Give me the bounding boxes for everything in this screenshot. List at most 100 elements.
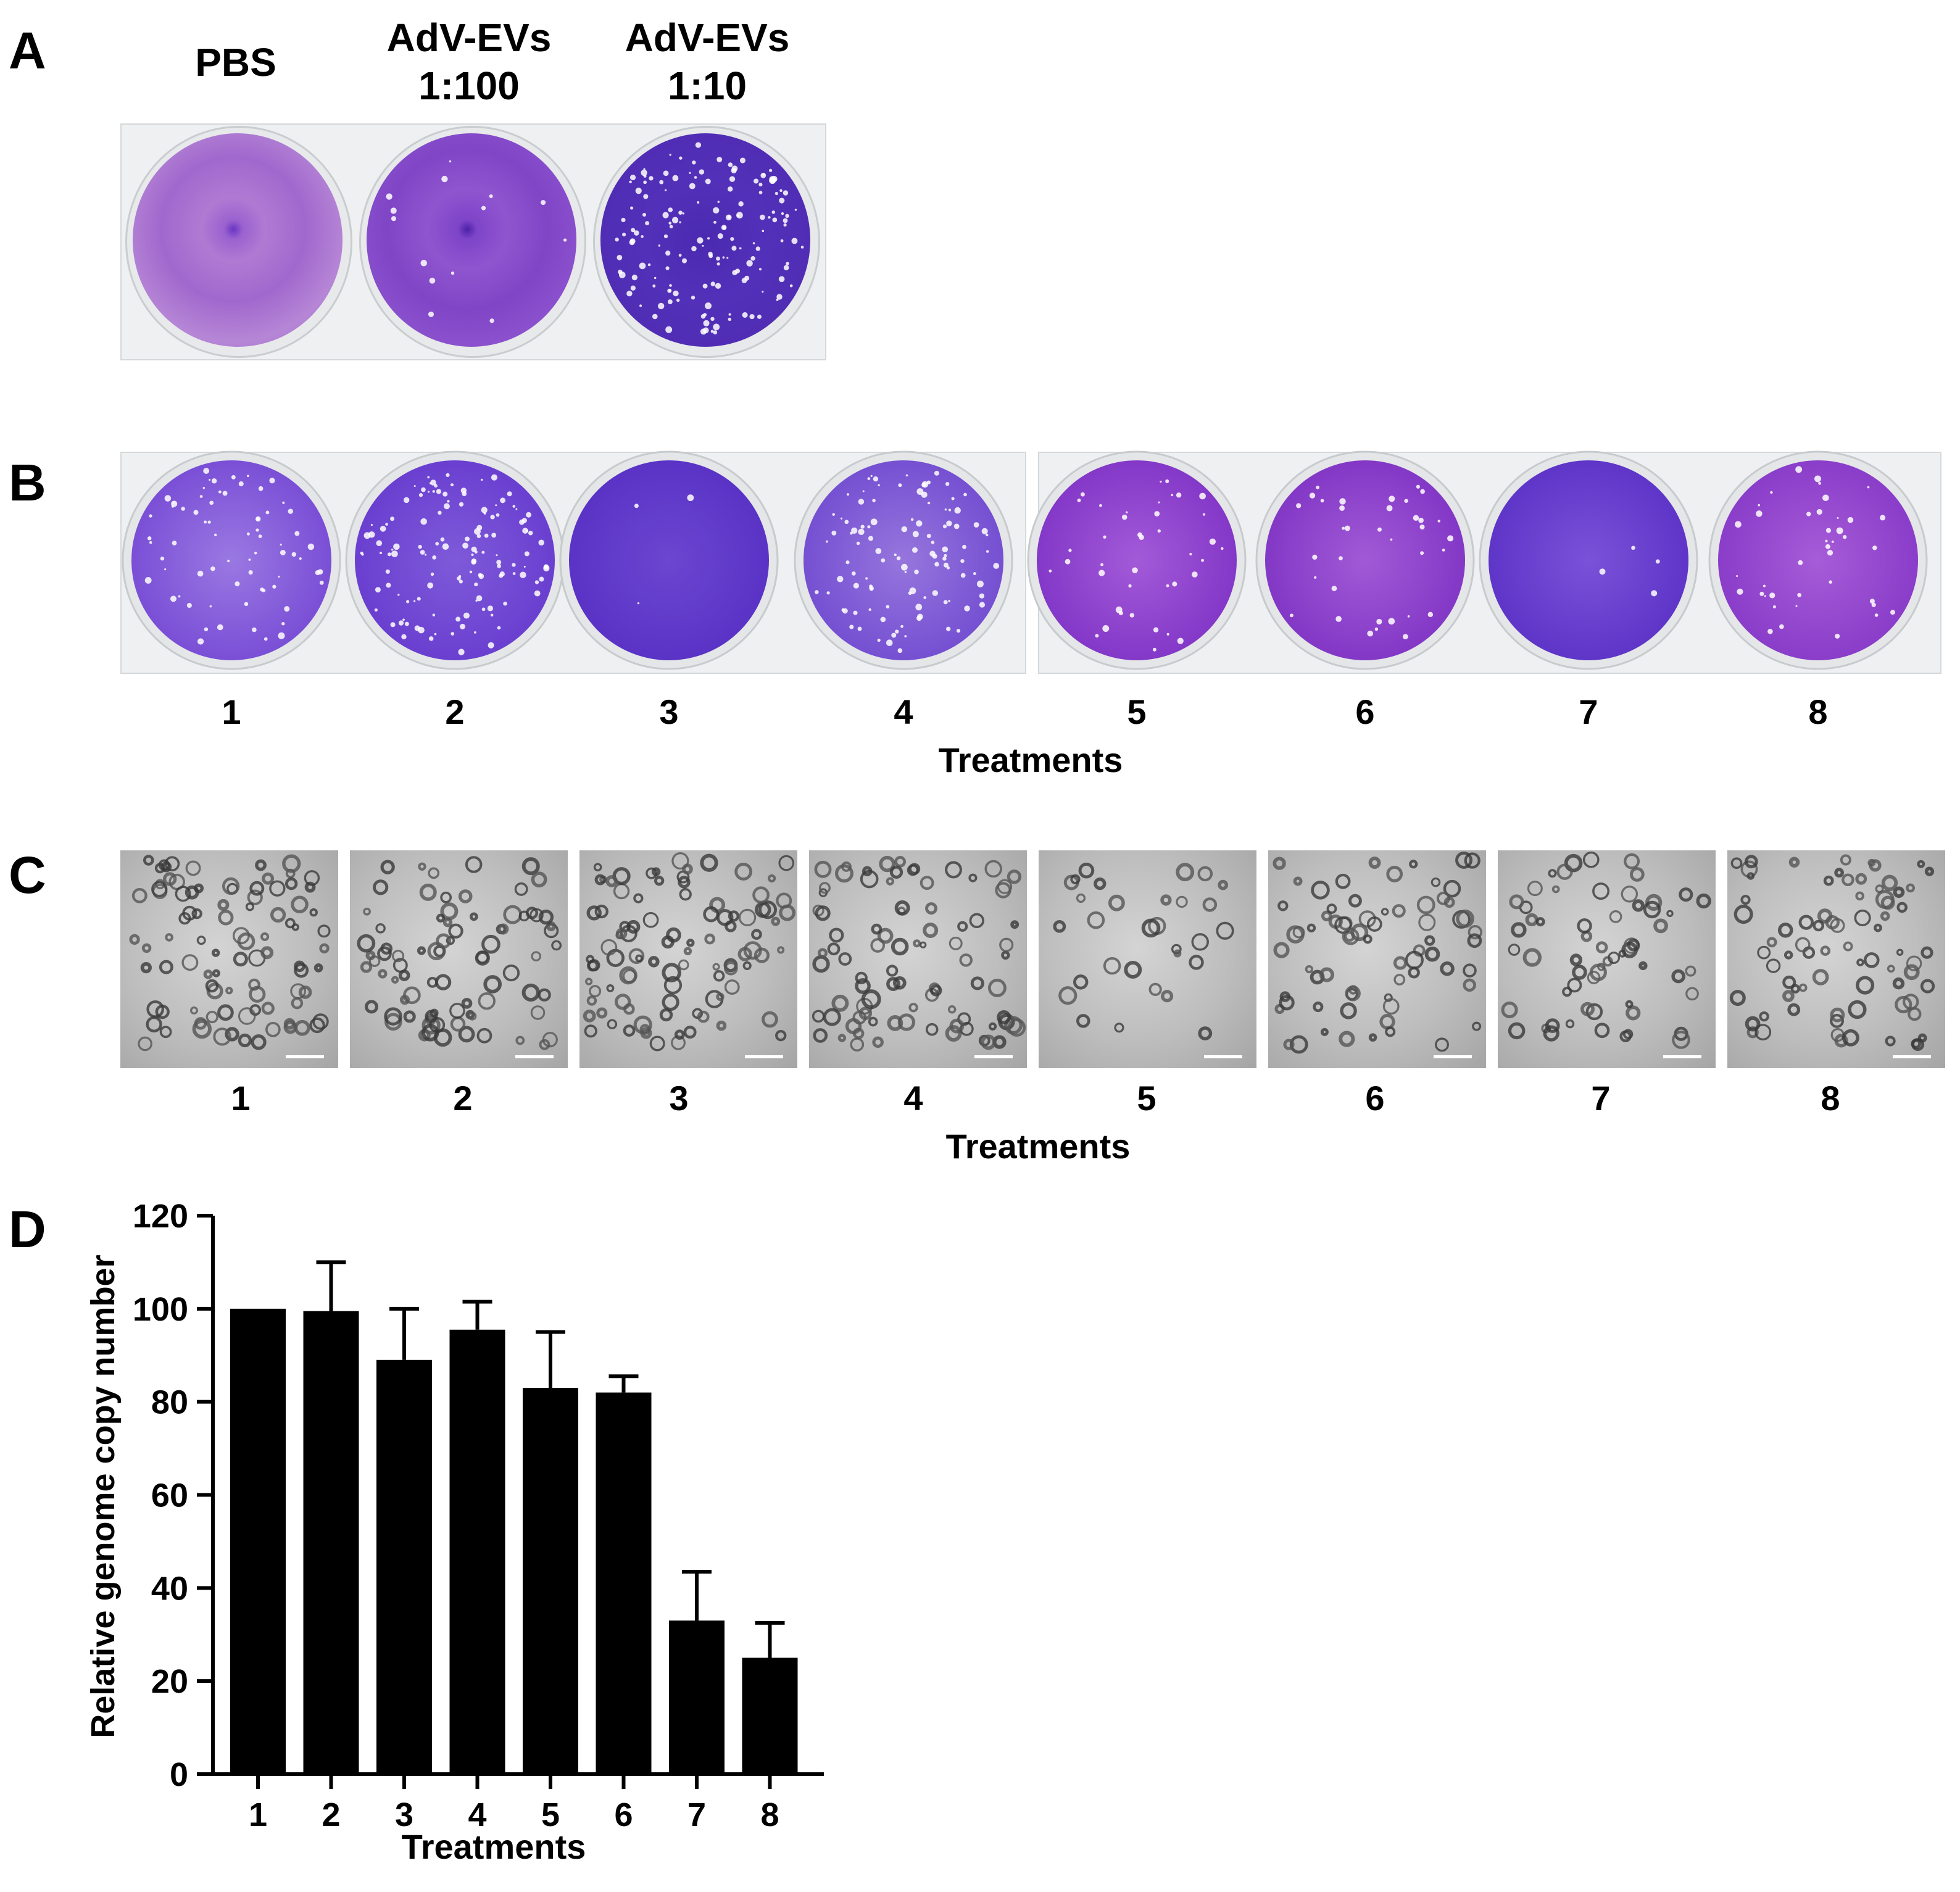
vesicle: [1141, 918, 1161, 938]
plaque: [543, 565, 550, 572]
vesicle: [515, 1035, 525, 1045]
vesicle: [421, 1016, 441, 1035]
vesicle: [1619, 1030, 1632, 1042]
plaque: [1843, 535, 1847, 539]
vesicle: [1885, 1035, 1896, 1047]
vesicle: [1757, 945, 1771, 960]
plaque: [202, 487, 206, 489]
vesicle: [291, 895, 309, 914]
vesicle: [1124, 961, 1142, 979]
vesicle: [1896, 948, 1904, 956]
vesicle: [1830, 1007, 1845, 1023]
vesicle: [269, 880, 286, 897]
plaque: [897, 648, 903, 653]
plaque: [418, 493, 423, 497]
plaque: [380, 526, 386, 532]
plaque: [1822, 494, 1829, 502]
plaque: [826, 540, 828, 543]
vesicle: [1782, 975, 1796, 989]
plaque: [474, 550, 478, 554]
plaque: [617, 254, 623, 260]
vesicle: [1580, 1002, 1595, 1016]
plaque: [1447, 535, 1454, 542]
panel-a-header-2-line1: AdV-EVs: [386, 15, 552, 60]
plaque: [867, 477, 871, 481]
vesicle: [465, 856, 483, 873]
plaque: [149, 541, 152, 544]
vesicle: [1777, 923, 1793, 938]
plaque: [255, 528, 259, 532]
vesicle: [377, 946, 392, 961]
plaque: [858, 499, 865, 505]
vesicle: [391, 976, 399, 984]
vesicle: [1734, 905, 1753, 924]
vesicle: [855, 971, 868, 985]
plaque: [738, 201, 744, 207]
vesicle: [291, 923, 300, 931]
vesicle: [497, 923, 509, 935]
plaque: [705, 178, 711, 185]
vesicle: [752, 886, 770, 904]
vesicle: [894, 855, 907, 868]
panel-b-well-5: [1037, 460, 1237, 660]
vesicle: [260, 932, 270, 941]
vesicle: [1782, 990, 1795, 1002]
plaque: [1797, 592, 1801, 597]
vesicle: [1834, 868, 1845, 878]
plaque: [710, 330, 714, 333]
plaque: [178, 595, 181, 598]
vesicle: [635, 954, 643, 963]
plaque: [707, 237, 710, 240]
plaque: [209, 605, 212, 608]
plaque: [1100, 563, 1104, 566]
vesicle: [837, 1034, 847, 1042]
vesicle: [1766, 937, 1777, 948]
plaque: [840, 517, 843, 520]
vesicle: [448, 923, 463, 939]
vesicle: [1311, 881, 1330, 900]
plaque: [1374, 627, 1379, 631]
plaque: [528, 531, 533, 536]
vesicle: [945, 1025, 962, 1042]
panel-b-well-6: [1265, 460, 1465, 660]
plaque: [258, 534, 262, 538]
vesicle: [1058, 986, 1078, 1005]
plaque: [986, 533, 989, 537]
plaque: [199, 495, 203, 498]
plaque: [944, 508, 947, 511]
plaque: [432, 613, 436, 616]
plaque: [692, 160, 696, 165]
plaque: [1339, 498, 1346, 505]
plaque: [669, 284, 672, 287]
plaque: [626, 291, 633, 297]
plaque: [474, 631, 476, 634]
plaque: [1388, 618, 1395, 625]
vesicle: [981, 1034, 996, 1050]
vesicle: [593, 863, 602, 872]
plaque: [474, 528, 481, 535]
plaque: [1160, 480, 1162, 483]
plaque: [769, 177, 776, 185]
plaque: [218, 490, 222, 494]
vesicle: [1729, 990, 1746, 1006]
plaque: [1735, 521, 1742, 528]
plaque: [1102, 625, 1110, 632]
vesicle: [1467, 933, 1482, 948]
vesicle: [1385, 1026, 1396, 1037]
vesicle: [1368, 857, 1381, 869]
plaque: [1825, 528, 1832, 533]
plaque: [391, 550, 398, 557]
plaque: [976, 580, 984, 587]
plaque: [370, 524, 373, 526]
vesicle: [129, 934, 140, 945]
panel-a-header-1: PBS: [125, 38, 347, 86]
vesicle: [1790, 984, 1800, 994]
vesicle: [373, 879, 389, 895]
bar-3: [376, 1359, 432, 1774]
plaque: [742, 312, 748, 318]
plaque: [469, 570, 473, 574]
panel-c-label-3: 3: [669, 1079, 689, 1118]
vesicle: [1921, 946, 1933, 959]
plaque: [668, 207, 673, 212]
vesicle: [1435, 1037, 1449, 1052]
